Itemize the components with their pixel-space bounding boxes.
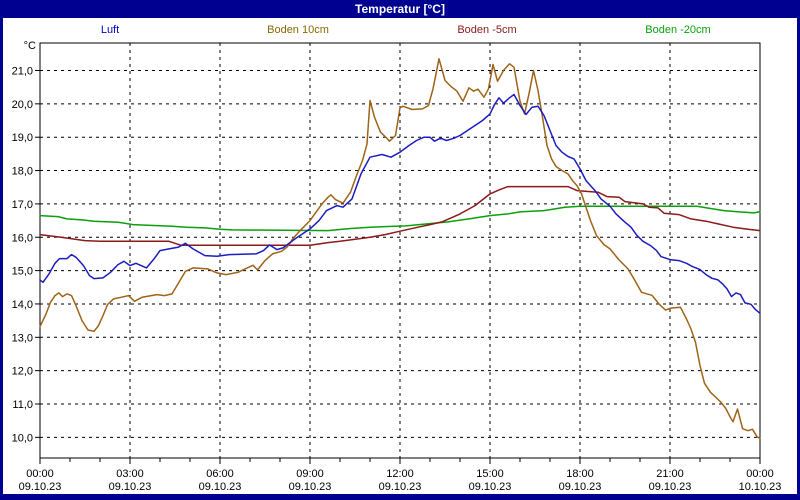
- x-tick-date-label: 09.10.23: [379, 481, 422, 493]
- x-tick-date-label: 09.10.23: [109, 481, 152, 493]
- x-tick-time-label: 09:00: [296, 468, 324, 480]
- y-tick-label: 17,0: [12, 199, 33, 211]
- y-tick-label: 15,0: [12, 266, 33, 278]
- y-tick-label: 11,0: [12, 399, 33, 411]
- x-tick-time-label: 15:00: [476, 468, 504, 480]
- y-tick-label: 12,0: [12, 366, 33, 378]
- series-line-boden-5cm: [39, 185, 761, 247]
- x-tick-date-label: 09.10.23: [199, 481, 242, 493]
- chart-title: Temperatur [°C]: [355, 2, 445, 16]
- legend-item-luft: Luft: [100, 24, 120, 36]
- x-tick-time-label: 18:00: [566, 468, 594, 480]
- legend-item-boden-5cm: Boden -5cm: [457, 24, 517, 36]
- x-tick-date-label: 09.10.23: [289, 481, 332, 493]
- legend-item-boden-10cm: Boden 10cm: [267, 24, 329, 36]
- x-tick-date-label: 10.10.23: [739, 481, 782, 493]
- y-tick-label: 21,0: [12, 66, 33, 78]
- x-tick-time-label: 03:00: [116, 468, 144, 480]
- series-line-luft: [39, 93, 761, 315]
- legend-item-boden-20cm: Boden -20cm: [645, 24, 711, 36]
- x-tick-time-label: 00:00: [26, 468, 54, 480]
- y-tick-label: 16,0: [12, 232, 33, 244]
- y-tick-label: 10,0: [12, 432, 33, 444]
- plot-border: [39, 42, 761, 459]
- x-tick-time-label: 21:00: [656, 468, 684, 480]
- series-line-boden-20cm: [39, 205, 761, 232]
- title-bar: Temperatur [°C]: [0, 0, 800, 18]
- legend: Luft Boden 10cm Boden -5cm Boden -20cm: [0, 20, 800, 40]
- y-tick-label: 19,0: [12, 132, 33, 144]
- y-tick-label: 20,0: [12, 99, 33, 111]
- x-tick-date-label: 09.10.23: [649, 481, 692, 493]
- x-tick-date-label: 09.10.23: [19, 481, 62, 493]
- x-tick-time-label: 00:00: [746, 468, 774, 480]
- x-tick-date-label: 09.10.23: [559, 481, 602, 493]
- y-axis-unit-label: °C: [24, 40, 36, 52]
- x-tick-date-label: 09.10.23: [469, 481, 512, 493]
- y-tick-label: 13,0: [12, 332, 33, 344]
- y-tick-label: 18,0: [12, 166, 33, 178]
- x-tick-time-label: 12:00: [386, 468, 414, 480]
- y-tick-label: 14,0: [12, 299, 33, 311]
- series-line-boden-10cm: [39, 58, 761, 440]
- x-tick-time-label: 06:00: [206, 468, 234, 480]
